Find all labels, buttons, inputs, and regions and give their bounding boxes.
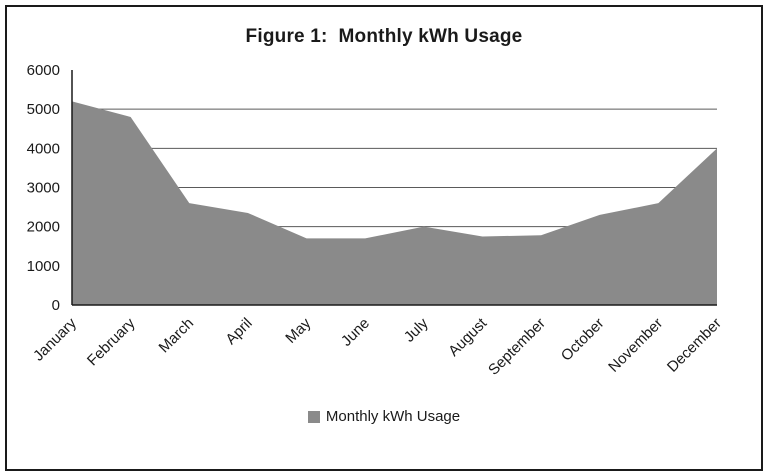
x-tick-label: August	[445, 314, 491, 360]
area-series-monthly-kwh	[72, 101, 717, 305]
x-tick-label: March	[156, 315, 197, 356]
y-tick-label: 0	[52, 297, 60, 314]
y-tick-label: 1000	[27, 258, 60, 275]
x-tick-label: July	[401, 314, 432, 345]
area-chart-svg: 0 1000 2000 3000 4000 5000 6000 January February…	[27, 62, 725, 379]
x-tick-label: November	[605, 315, 666, 376]
y-tick-label: 2000	[27, 219, 60, 236]
y-tick-label: 4000	[27, 140, 60, 157]
x-tick-label: December	[664, 315, 725, 376]
y-tick-label: 6000	[27, 62, 60, 79]
legend: Monthly kWh Usage	[0, 408, 768, 425]
legend-label: Monthly kWh Usage	[325, 408, 461, 425]
x-tick-label: June	[338, 315, 373, 350]
chart-title: Figure 1: Monthly kWh Usage	[245, 26, 523, 47]
y-tick-label: 5000	[27, 101, 60, 118]
y-tick-label: 3000	[27, 180, 60, 197]
x-tick-label: October	[558, 315, 608, 365]
x-tick-label: September	[485, 315, 549, 379]
legend-swatch-icon	[307, 410, 320, 423]
x-tick-label: January	[30, 314, 80, 364]
x-tick-label: April	[222, 315, 255, 348]
x-tick-label: February	[84, 314, 139, 369]
x-tick-label: May	[282, 314, 314, 346]
